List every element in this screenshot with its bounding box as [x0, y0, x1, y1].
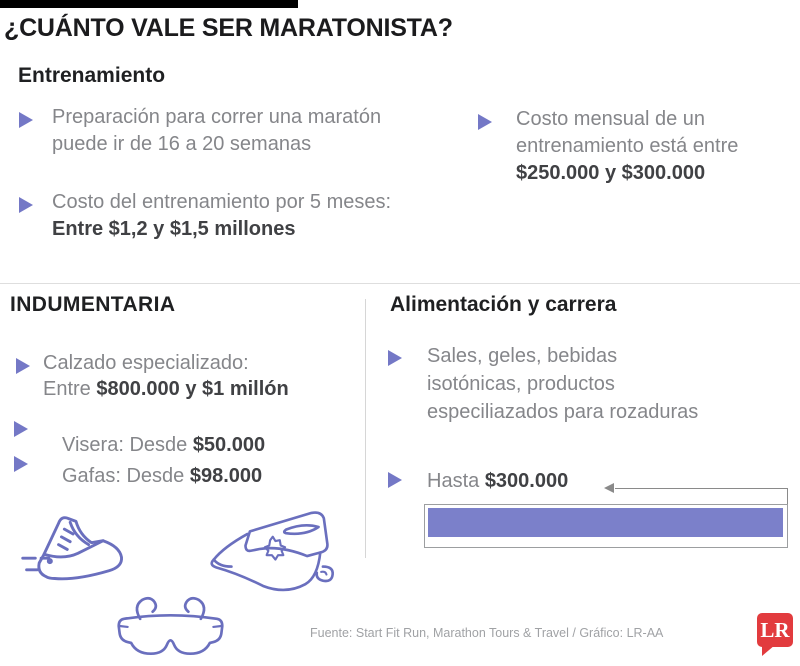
section-heading-indumentaria: INDUMENTARIA [10, 293, 176, 316]
text-visera: Visera: Desde $50.000 [62, 432, 265, 459]
text-amount: $50.000 [192, 434, 266, 456]
horizontal-divider [0, 283, 800, 284]
text-amount: $98.000 [189, 465, 263, 487]
arrow-connector [787, 488, 788, 505]
arrow-line [615, 488, 787, 489]
section-heading-alimentacion: Alimentación y carrera [390, 293, 617, 316]
vertical-divider [365, 299, 366, 558]
text-amount: $300.000 [484, 470, 569, 492]
text-costo-entrenamiento: Costo del entrenamiento por 5 meses: Ent… [52, 189, 472, 243]
text-costo-mensual: Costo mensual de un entrenamiento está e… [516, 106, 796, 187]
bullet-arrow-icon [14, 456, 28, 472]
sun-visor-icon [200, 505, 335, 593]
text-amount: Entre $1,2 y $1,5 millones [52, 218, 296, 240]
text-amount: $800.000 y $1 millón [96, 378, 289, 400]
running-shoe-icon [18, 502, 133, 594]
text-line: Preparación para correr una maratón [52, 106, 382, 128]
text-amount: $250.000 y $300.000 [516, 162, 706, 184]
bullet-arrow-icon [16, 358, 30, 374]
text-line: Calzado especializado: [43, 352, 249, 374]
text-calzado: Calzado especializado: Entre $800.000 y … [43, 350, 373, 402]
bullet-arrow-icon [388, 472, 402, 488]
source-credit: Fuente: Start Fit Run, Marathon Tours & … [310, 626, 664, 640]
text-sales-geles: Sales, geles, bebidas isotónicas, produc… [427, 342, 767, 426]
text-line: isotónicas, productos [427, 373, 615, 395]
text-hasta: Hasta $300.000 [427, 468, 568, 495]
bullet-arrow-icon [388, 350, 402, 366]
bullet-arrow-icon [19, 112, 33, 128]
lr-logo: LR [757, 613, 793, 647]
text-line: especiliazados para rozaduras [427, 401, 699, 423]
text-line: Sales, geles, bebidas [427, 345, 618, 367]
text-line: Costo del entrenamiento por 5 meses: [52, 191, 392, 213]
text-line: Entre $800.000 y $1 millón [43, 376, 373, 402]
text-line: entrenamiento está entre [516, 135, 739, 157]
text-preparacion: Preparación para correr una maratón pued… [52, 104, 462, 158]
sport-glasses-icon [108, 590, 233, 662]
lr-logo-tail [762, 645, 775, 656]
text-gafas: Gafas: Desde $98.000 [62, 463, 262, 490]
bullet-arrow-icon [19, 197, 33, 213]
top-black-bar [0, 0, 298, 8]
text-prefix: Visera: Desde [62, 434, 193, 456]
text-prefix: Hasta [427, 470, 485, 492]
text-prefix: Gafas: Desde [62, 465, 190, 487]
page-title: ¿CUÁNTO VALE SER MARATONISTA? [4, 14, 453, 42]
text-prefix: Entre [43, 378, 97, 400]
bullet-arrow-icon [478, 114, 492, 130]
text-line: puede ir de 16 a 20 semanas [52, 133, 312, 155]
left-arrowhead-icon [604, 483, 614, 493]
section-heading-entrenamiento: Entrenamiento [18, 64, 166, 87]
text-line: Costo mensual de un [516, 108, 706, 130]
cost-bar [428, 508, 783, 537]
bullet-arrow-icon [14, 421, 28, 437]
